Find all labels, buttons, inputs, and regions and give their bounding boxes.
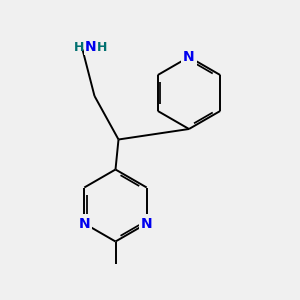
- Text: H: H: [74, 40, 85, 54]
- Text: H: H: [97, 40, 107, 54]
- Text: N: N: [85, 40, 97, 54]
- Text: N: N: [183, 50, 195, 64]
- Text: N: N: [141, 217, 152, 230]
- Text: N: N: [79, 217, 90, 230]
- Text: N: N: [183, 50, 195, 64]
